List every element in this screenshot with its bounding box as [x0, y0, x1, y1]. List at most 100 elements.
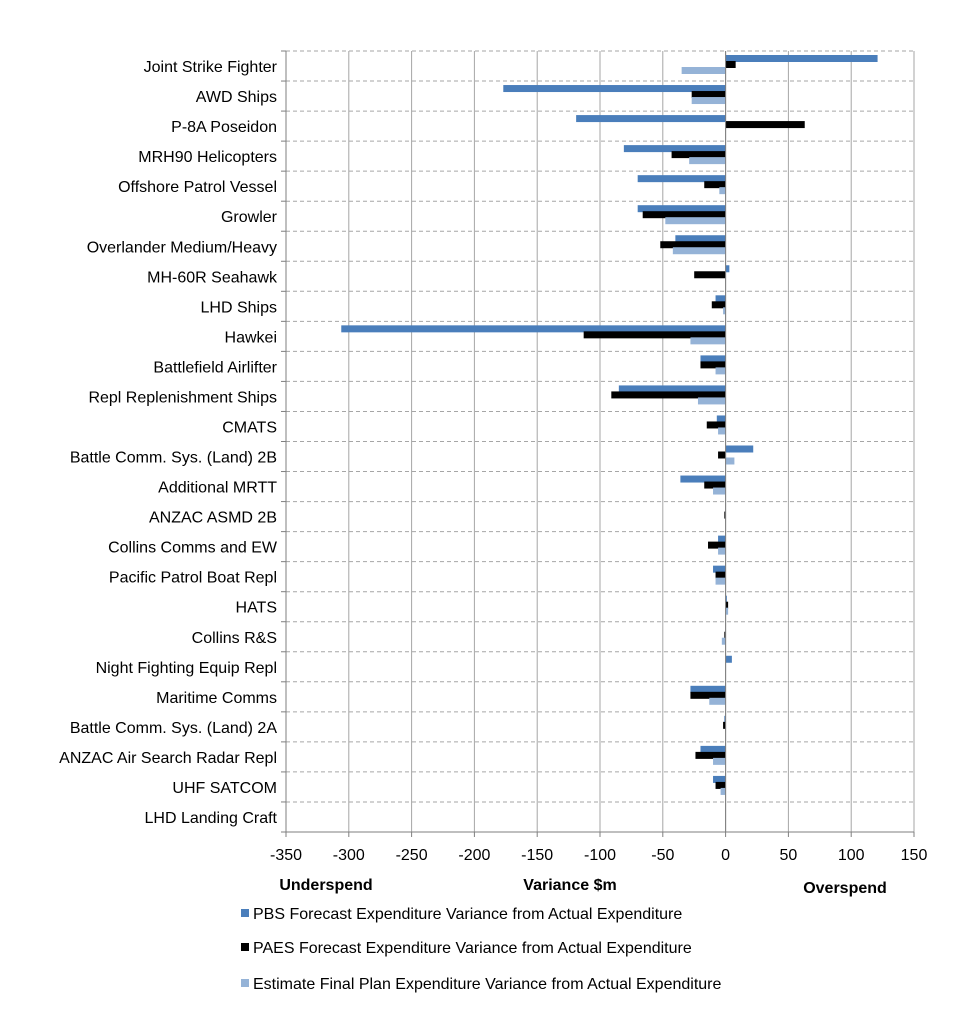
bar-series-2 [695, 751, 726, 759]
category-label: HATS [236, 600, 277, 617]
bar-series-1 [503, 85, 726, 93]
bar-series-1 [700, 745, 726, 753]
category-label: Repl Replenishment Ships [88, 389, 277, 406]
bar-series-3 [725, 457, 735, 465]
bar-series-1 [725, 445, 754, 453]
category-label: Battle Comm. Sys. (Land) 2A [70, 720, 278, 737]
bar-series-2 [671, 151, 726, 159]
bar-series-2 [706, 421, 726, 429]
category-label: Maritime Comms [156, 690, 277, 707]
category-label: CMATS [222, 419, 277, 436]
category-label: Growler [221, 209, 278, 226]
bar-series-2 [725, 601, 729, 609]
grid-lines [285, 50, 915, 833]
x-tick-label: -150 [521, 847, 553, 864]
bar-series-1 [675, 235, 726, 243]
bar-series-3 [713, 487, 726, 495]
category-label: UHF SATCOM [172, 780, 277, 797]
bar-series-2 [711, 301, 726, 309]
x-tick-label: 100 [838, 847, 865, 864]
x-tick-label: -50 [651, 847, 674, 864]
bar-series-2 [704, 481, 726, 489]
legend-label-2: PAES Forecast Expenditure Variance from … [253, 940, 692, 957]
legend-label-3: Estimate Final Plan Expenditure Variance… [253, 976, 721, 993]
bar-series-1 [637, 175, 726, 183]
x-tick-label: 50 [780, 847, 798, 864]
legend-label-1: PBS Forecast Expenditure Variance from A… [253, 906, 682, 923]
category-label: ANZAC ASMD 2B [149, 510, 277, 527]
category-label: Battle Comm. Sys. (Land) 2B [70, 450, 277, 467]
category-label: Battlefield Airlifter [153, 359, 277, 376]
bar-series-3 [718, 547, 726, 555]
bar-series-1 [725, 595, 727, 603]
x-tick-label: -350 [270, 847, 302, 864]
bar-series-3 [672, 247, 726, 255]
x-tick-label: -300 [333, 847, 365, 864]
bar-series-1 [718, 535, 726, 543]
category-label: MRH90 Helicopters [138, 149, 277, 166]
category-label: Collins R&S [192, 630, 277, 647]
bar-series-1 [637, 205, 726, 213]
bar-series-2 [690, 691, 726, 699]
category-label: AWD Ships [196, 89, 277, 106]
category-label: Collins Comms and EW [108, 540, 278, 557]
bar-series-3 [723, 307, 726, 315]
bar-series-3 [725, 607, 729, 615]
axes [281, 50, 915, 837]
bar-series-3 [719, 187, 726, 195]
bar-series-2 [611, 391, 726, 399]
category-labels: Joint Strike Fighter AWD Ships P-8A Poseid… [59, 59, 278, 827]
bar-series-2 [642, 211, 726, 219]
category-label: LHD Ships [201, 299, 277, 316]
bar-series-1 [713, 775, 726, 783]
legend-swatch-1 [241, 909, 249, 917]
bars [341, 55, 878, 795]
bar-series-3 [709, 697, 726, 705]
bar-series-1 [725, 655, 732, 663]
category-label: Night Fighting Equip Repl [96, 660, 277, 677]
bar-series-1 [690, 685, 726, 693]
bar-series-1 [618, 385, 726, 393]
bar-series-3 [691, 97, 726, 105]
bar-series-2 [708, 541, 726, 549]
category-label: Pacific Patrol Boat Repl [109, 570, 277, 587]
category-label: LHD Landing Craft [144, 810, 277, 827]
bar-series-2 [694, 271, 726, 279]
bar-series-1 [715, 295, 726, 303]
bar-series-1 [724, 715, 726, 723]
category-label: Additional MRTT [158, 480, 277, 497]
bar-series-1 [725, 55, 878, 62]
category-label: Overlander Medium/Heavy [87, 239, 277, 256]
bar-series-1 [680, 475, 726, 483]
bar-series-2 [718, 451, 726, 459]
bar-series-2 [715, 571, 726, 579]
bar-series-2 [704, 181, 726, 189]
x-tick-labels: -350 -300 -250 -200 -150 -100 -50 0 50 100 150 [270, 847, 927, 864]
bar-series-3 [690, 337, 726, 345]
category-label: MH-60R Seahawk [147, 269, 278, 286]
bar-series-3 [720, 787, 726, 795]
legend: PBS Forecast Expenditure Variance from A… [241, 906, 721, 993]
x-tick-label: 0 [721, 847, 730, 864]
bar-series-1 [725, 265, 730, 273]
bar-series-1 [623, 145, 726, 153]
category-label: P-8A Poseidon [171, 119, 277, 136]
x-tick-label: -100 [584, 847, 616, 864]
bar-series-2 [724, 511, 726, 519]
bar-series-2 [700, 361, 726, 369]
bar-series-2 [660, 241, 726, 249]
bar-series-3 [718, 427, 726, 435]
bar-series-3 [665, 217, 726, 225]
overspend-annotation: Overspend [803, 880, 887, 897]
bar-series-3 [681, 67, 726, 74]
bar-series-2 [723, 721, 726, 729]
bar-series-1 [716, 415, 726, 423]
category-label: ANZAC Air Search Radar Repl [59, 750, 277, 767]
x-tick-label: 150 [901, 847, 928, 864]
bar-series-1 [576, 115, 726, 123]
bar-series-3 [689, 157, 726, 165]
bar-series-2 [691, 91, 726, 99]
bar-series-1 [713, 565, 726, 573]
legend-swatch-3 [241, 979, 249, 987]
